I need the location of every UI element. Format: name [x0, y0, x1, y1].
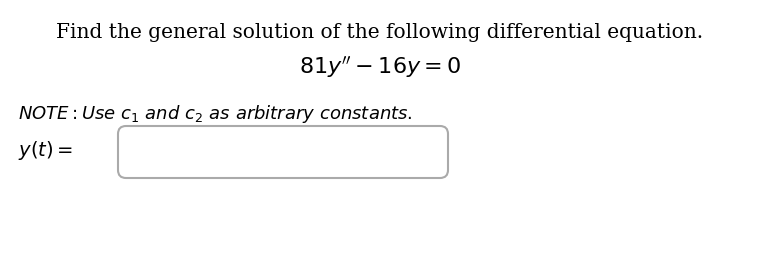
- Text: $y(t) =$: $y(t) =$: [18, 140, 73, 162]
- Text: $81y'' - 16y = 0$: $81y'' - 16y = 0$: [299, 55, 461, 81]
- Text: $\mathit{NOTE}$$\mathit{: Use\ }$$\mathit{c}_1$$\mathit{\ and\ }$$\mathit{c}_2$$: $\mathit{NOTE}$$\mathit{: Use\ }$$\mathi…: [18, 103, 413, 125]
- Text: Find the general solution of the following differential equation.: Find the general solution of the followi…: [56, 23, 704, 42]
- FancyBboxPatch shape: [118, 126, 448, 178]
